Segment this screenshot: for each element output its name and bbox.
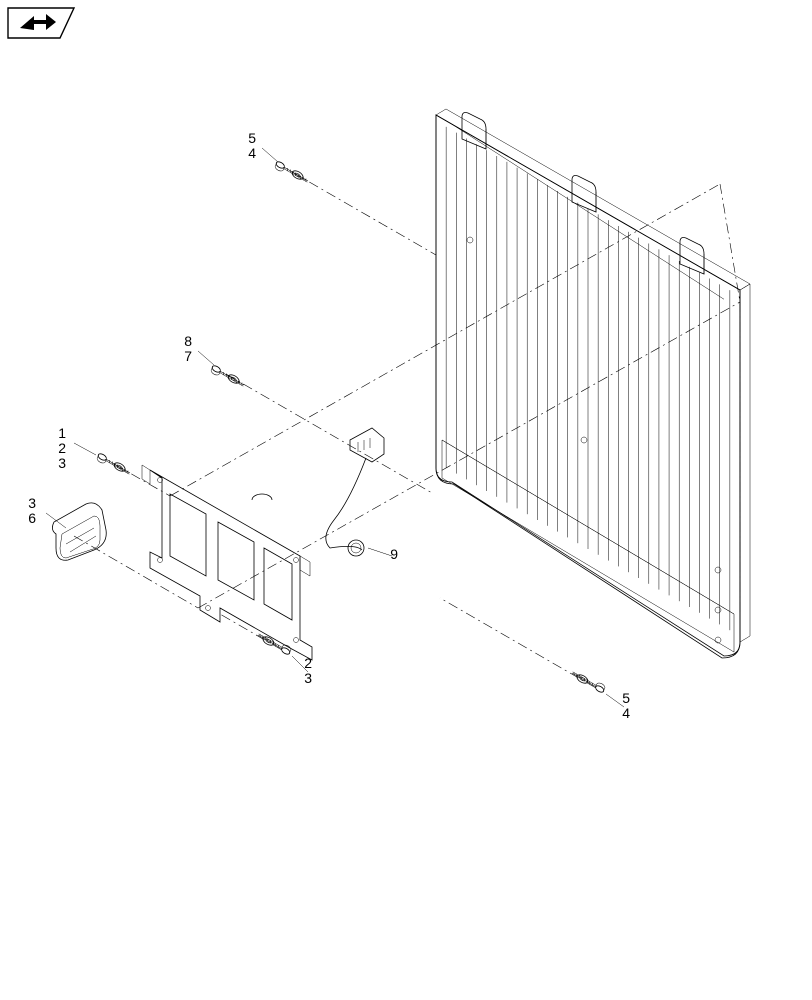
assembly-line-7 (440, 598, 596, 688)
page-icon (8, 8, 74, 38)
grille-hole-4 (715, 637, 721, 643)
callout-6-8: 6 (28, 510, 36, 526)
grille-hinge-tab-2 (680, 238, 704, 275)
callout-3-11: 3 (304, 670, 312, 686)
leader-1 (198, 351, 214, 365)
bracket-hole-4 (206, 606, 211, 611)
grille-hole-2 (715, 567, 721, 573)
callout-3-7: 3 (28, 495, 36, 511)
leader-3 (46, 513, 66, 528)
assembly-line-4 (74, 536, 198, 608)
bracket-hole-3 (294, 638, 299, 643)
callout-5-0: 5 (248, 130, 256, 146)
callout-4-13: 4 (622, 705, 630, 721)
fastener-3 (256, 630, 292, 656)
bracket-cutout-2 (264, 548, 292, 620)
callout-5-12: 5 (622, 690, 630, 706)
callout-3-6: 3 (58, 455, 66, 471)
grille-hole-1 (581, 437, 587, 443)
callout-2-10: 2 (304, 655, 312, 671)
bracket-cutout-0 (170, 494, 206, 576)
wire-harness (326, 428, 384, 556)
assembly-line-0 (292, 172, 436, 255)
bracket-hole-2 (294, 558, 299, 563)
grille-hole-0 (467, 237, 473, 243)
callout-1-4: 1 (58, 425, 66, 441)
callout-9-9: 9 (390, 546, 398, 562)
grille-hinge-tab-1 (572, 176, 596, 213)
grille-hinge-tab-0 (462, 113, 486, 150)
fastener-2 (96, 452, 132, 478)
grille-hole-3 (715, 607, 721, 613)
callout-8-2: 8 (184, 333, 192, 349)
fastener-1 (210, 364, 246, 390)
leader-0 (262, 148, 278, 162)
fastener-0 (274, 160, 310, 186)
bracket-cutout-1 (218, 522, 254, 600)
assembly-line-1 (226, 374, 432, 493)
light-module (52, 503, 106, 560)
callout-7-3: 7 (184, 348, 192, 364)
callout-2-5: 2 (58, 440, 66, 456)
fastener-4 (570, 668, 606, 694)
diagram-canvas: 54871233692354 (0, 0, 812, 1000)
grille-panel (436, 109, 750, 658)
bracket-hole-1 (158, 558, 163, 563)
leader-4 (368, 548, 392, 556)
leader-2 (74, 443, 96, 455)
callout-4-1: 4 (248, 145, 256, 161)
